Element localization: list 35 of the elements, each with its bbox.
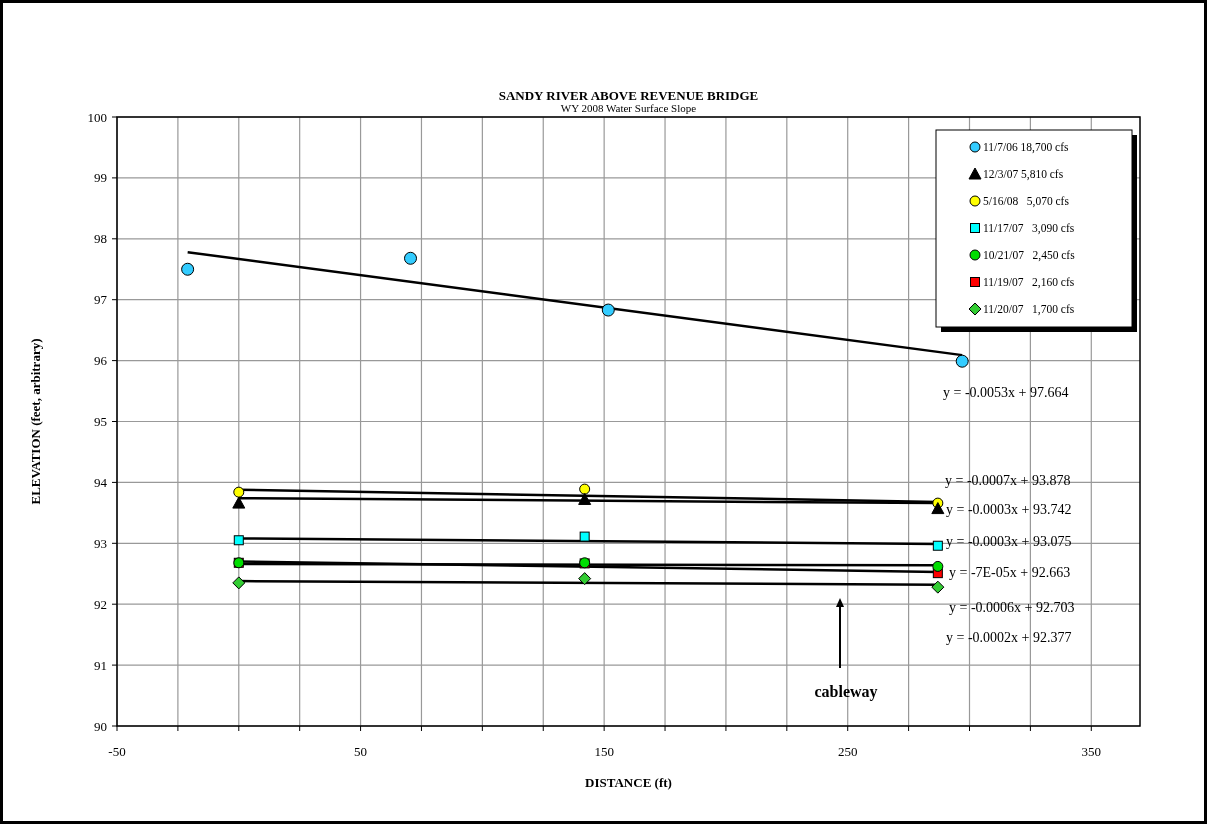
y-tick-label: 96 [94,353,108,369]
legend-label: 11/20/07 1,700 cfs [983,303,1075,316]
legend-label: 5/16/08 5,070 cfs [983,195,1070,208]
y-tick-label: 90 [94,718,107,734]
y-tick-label: 92 [94,596,107,612]
y-tick-label: 95 [94,414,107,429]
annotation: y = -0.0002x + 92.377 [946,630,1072,645]
x-tick-label: 350 [1081,744,1102,759]
x-tick-label: 50 [354,744,368,759]
legend-label: 11/17/07 3,090 cfs [983,222,1075,235]
annotation: y = -7E-05x + 92.663 [949,565,1071,580]
annotation: y = -0.0007x + 93.878 [945,473,1071,488]
chart-title: SANDY RIVER ABOVE REVENUE BRIDGE [498,88,759,103]
legend-label: 11/19/07 2,160 cfs [983,276,1075,289]
y-tick-label: 91 [94,657,107,673]
legend-label: 12/3/07 5,810 cfs [983,168,1064,181]
x-tick-label: 250 [837,744,858,759]
annotation: y = -0.0003x + 93.742 [946,502,1072,517]
y-axis-title: ELEVATION (feet, arbitrary) [28,338,43,505]
x-axis-title: DISTANCE (ft) [585,775,672,790]
y-tick-label: 93 [94,535,107,551]
annotation: cableway [814,683,878,701]
y-tick-label: 94 [94,474,108,490]
y-tick-label: 99 [94,170,107,186]
legend-label: 11/7/06 18,700 cfs [983,141,1070,154]
chart-subtitle: WY 2008 Water Surface Slope [560,102,697,114]
x-tick-label: 150 [594,744,614,759]
y-tick-label: 98 [94,231,107,247]
y-tick-label: 100 [87,109,107,125]
legend-label: 10/21/07 2,450 cfs [983,249,1076,262]
annotation: y = -0.0003x + 93.075 [946,534,1072,549]
x-tick-label: -50 [108,744,126,759]
annotation: y = -0.0006x + 92.703 [949,600,1075,615]
annotation: y = -0.0053x + 97.664 [943,385,1069,400]
y-tick-label: 97 [94,292,108,308]
